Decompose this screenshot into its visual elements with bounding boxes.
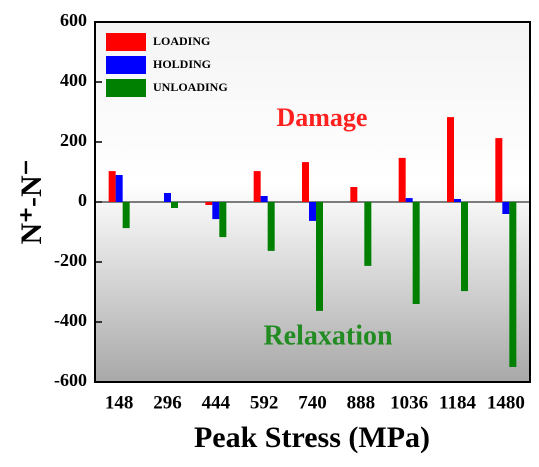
legend-swatch — [106, 79, 146, 97]
annotation: Relaxation — [263, 320, 393, 351]
bar — [495, 138, 503, 202]
x-tick-label: 1480 — [487, 392, 525, 413]
bar — [405, 198, 413, 202]
bar — [412, 202, 420, 304]
bar — [350, 187, 358, 202]
x-tick-label: 740 — [298, 392, 327, 413]
bar — [205, 202, 213, 205]
bar — [364, 202, 372, 266]
y-tick-label: 400 — [60, 70, 87, 90]
bar — [122, 202, 130, 229]
bar — [253, 171, 261, 202]
x-tick-label: 592 — [250, 392, 279, 413]
bar — [502, 202, 510, 214]
y-tick-label: -400 — [54, 310, 87, 330]
bar — [316, 202, 323, 311]
annotation: Damage — [277, 103, 368, 132]
bar — [302, 162, 309, 202]
x-tick-label: 1036 — [390, 392, 428, 413]
y-tick-label: 600 — [60, 10, 87, 30]
bar — [267, 202, 275, 251]
bar — [108, 171, 116, 202]
y-tick-label: 0 — [78, 190, 87, 210]
bar — [260, 196, 268, 202]
legend-swatch — [106, 56, 146, 74]
y-tick-label: -200 — [54, 250, 87, 270]
plot-frame — [94, 21, 531, 383]
bar — [164, 193, 171, 202]
x-tick-label: 888 — [347, 392, 376, 413]
x-tick-label: 444 — [202, 392, 231, 413]
bar — [454, 199, 461, 202]
bar — [461, 202, 468, 292]
bar — [398, 157, 406, 202]
legend-swatch — [106, 33, 146, 51]
x-tick-label: 148 — [105, 392, 134, 413]
y-tick-label: 200 — [60, 130, 87, 150]
y-tick-label: -600 — [54, 370, 87, 390]
bar — [309, 202, 316, 221]
bar — [171, 202, 178, 208]
legend-label: UNLOADING — [153, 80, 228, 94]
bar — [115, 175, 123, 202]
y-axis-label: N⁺-N⁻ — [15, 160, 48, 245]
x-tick-label: 296 — [153, 392, 182, 413]
legend-label: HOLDING — [153, 57, 211, 71]
bar — [509, 202, 517, 367]
x-axis-label: Peak Stress (MPa) — [194, 421, 430, 454]
bar — [219, 202, 227, 238]
bar — [447, 117, 454, 202]
x-tick-label: 1184 — [439, 392, 476, 413]
legend-label: LOADING — [153, 34, 210, 48]
bar — [212, 202, 220, 220]
